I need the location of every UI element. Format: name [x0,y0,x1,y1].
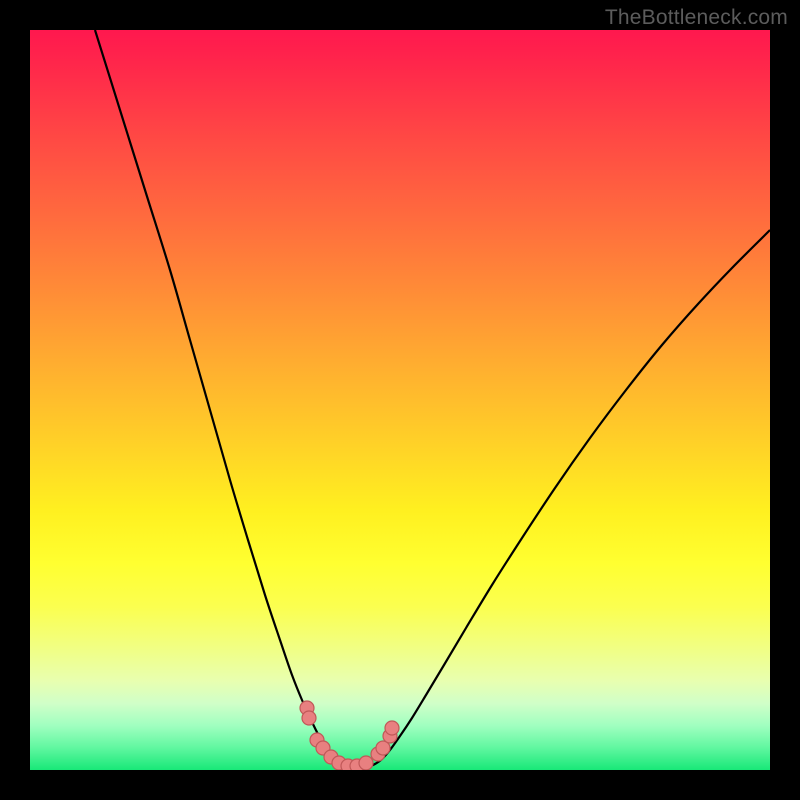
plot-area [30,30,770,770]
curve-marker [302,711,316,725]
curve-marker [385,721,399,735]
gradient-background [30,30,770,770]
chart-frame: TheBottleneck.com [0,0,800,800]
plot-svg [30,30,770,770]
curve-marker [359,756,373,770]
watermark-text: TheBottleneck.com [605,6,788,30]
